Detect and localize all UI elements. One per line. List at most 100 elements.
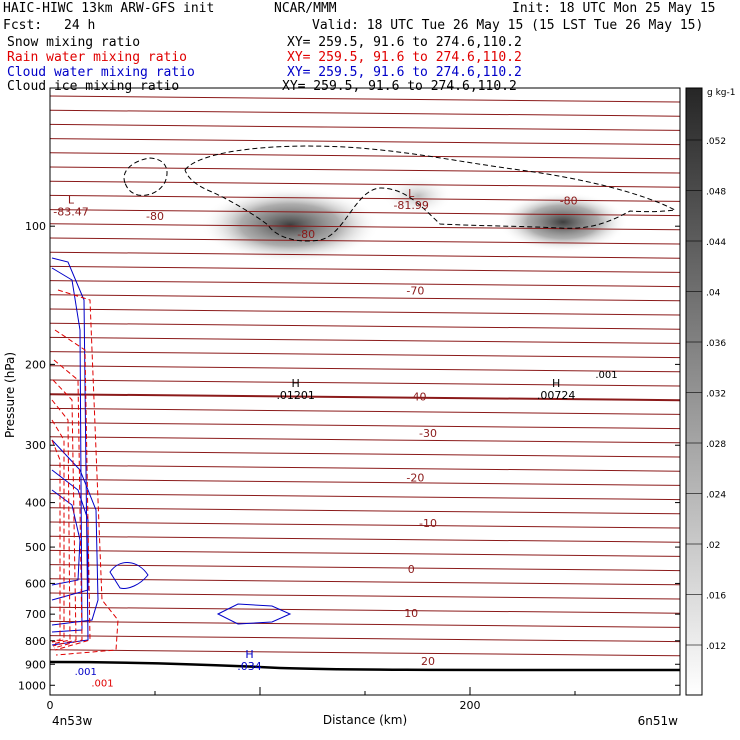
y-tick-label: 700 (25, 608, 46, 621)
isotherm-line (50, 564, 680, 572)
org-label: NCAR/MMM (274, 1, 337, 16)
field-label-snow: Snow mixing ratio (7, 35, 141, 50)
rain-water-contour (52, 379, 77, 647)
isotherm-line (50, 578, 680, 586)
snow-blob (498, 192, 628, 252)
isotherm-line (50, 549, 680, 557)
rain-water-contour (54, 329, 91, 651)
colorbar-tick-label: .036 (706, 339, 726, 349)
forecast-hour: 24 h (64, 18, 96, 33)
field-label-cloud-ice: Cloud ice mixing ratio (7, 79, 180, 94)
extremum-marker: L (68, 194, 75, 207)
colorbar-ticks: .052 .048 .044 .04 .036 .032 .028 .024 .02 .016 .0… (686, 137, 726, 652)
y-axis-label: Pressure (hPa) (3, 352, 17, 438)
colorbar-tick-label: .02 (706, 541, 720, 551)
x-axis-end-location: 6n51w (638, 714, 679, 728)
ground-line (49, 660, 681, 672)
contour-label: .001 (91, 678, 113, 689)
isotherm-label: -70 (406, 284, 424, 297)
colorbar-tick-label: .048 (706, 188, 726, 198)
cloud-water-contour (109, 562, 149, 589)
temperature-contours (50, 95, 680, 657)
isotherm-label: 10 (404, 607, 418, 620)
isotherm-line (50, 365, 680, 373)
x-axis-start-location: 4n53w (52, 714, 93, 728)
x-tick-label: 0 (47, 699, 54, 712)
isotherm-line (50, 635, 680, 643)
isotherm-line (50, 436, 680, 444)
y-tick-label: 800 (25, 635, 46, 648)
y-tick-label: 100 (25, 220, 46, 233)
isotherm-line (50, 336, 680, 344)
isotherm-line (50, 109, 680, 117)
cloud-water-contour (51, 469, 89, 601)
y-tick-label: 600 (25, 577, 46, 590)
annotations: -80-80-80-70-40-30-20-1001020L-83.47L-81… (53, 187, 617, 689)
isotherm-line (50, 351, 680, 359)
valid-time: Valid: 18 UTC Tue 26 May 15 (15 LST Tue … (312, 18, 704, 33)
model-title: HAIC-HIWC 13km ARW-GFS init (3, 1, 215, 16)
isotherm-line (50, 322, 680, 330)
cloud-water-contour (51, 267, 83, 633)
snow-shading (200, 176, 628, 263)
contour-label: .001 (595, 370, 617, 381)
isotherm-label: -80 (297, 228, 315, 241)
cloud-water-contour (51, 489, 81, 586)
plot-frame (49, 87, 681, 696)
isotherm-line (50, 265, 680, 273)
isotherm-label: -80 (560, 195, 578, 208)
x-axis-label: Distance (km) (323, 713, 407, 727)
extremum-marker: L (408, 187, 415, 200)
isotherm-label: -20 (406, 472, 424, 485)
isotherm-line (50, 251, 680, 259)
isotherm-line (50, 450, 680, 458)
field-xy-rain: XY= 259.5, 91.6 to 274.6,110.2 (287, 50, 522, 65)
y-tick-label: 200 (25, 358, 46, 371)
y-tick-label: 300 (25, 439, 46, 452)
extremum-value: .034 (237, 660, 262, 673)
isotherm-line (50, 308, 680, 316)
colorbar-tick-label: .032 (706, 390, 726, 400)
cloud-ice-contour (123, 157, 168, 196)
isotherm-line (50, 464, 680, 472)
init-time: Init: 18 UTC Mon 25 May 15 (512, 1, 716, 16)
isotherm-line (50, 422, 680, 430)
colorbar-tick-label: .04 (706, 289, 721, 299)
extremum-marker: H (292, 377, 300, 390)
isotherm-label: -80 (146, 210, 164, 223)
isotherm-line (50, 123, 680, 131)
rain-water-contours (51, 289, 119, 656)
extremum-value: .01201 (276, 389, 315, 402)
snow-blob (200, 187, 380, 263)
y-tick-label: 400 (25, 497, 46, 510)
field-label-rain: Rain water mixing ratio (7, 50, 188, 65)
snow-blob (383, 176, 453, 216)
x-tick-label: 200 (460, 699, 481, 712)
cloud-ice-contour (184, 145, 677, 242)
x-axis: 0 200 (47, 687, 681, 712)
isotherm-label: -10 (419, 517, 437, 530)
isotherm-line (50, 138, 680, 146)
colorbar-tick-label: .024 (706, 491, 726, 501)
isotherm-line (50, 95, 680, 103)
forecast-label: Fcst: (3, 18, 43, 33)
isotherm-line (50, 166, 680, 174)
isotherm-line (50, 521, 680, 529)
rain-water-contour (53, 359, 83, 649)
isotherm-line (50, 280, 680, 288)
extremum-value: .00724 (537, 389, 576, 402)
extremum-marker: H (552, 377, 560, 390)
isotherm-line (50, 393, 680, 402)
rain-water-contour (51, 399, 71, 645)
colorbar-tick-label: .044 (706, 238, 726, 248)
cloud-ice-contours (123, 145, 677, 242)
isotherm-line (50, 478, 680, 486)
colorbar (685, 87, 703, 696)
isotherm-line (50, 152, 680, 160)
isotherm-line (50, 606, 680, 614)
colorbar-tick-label: .016 (706, 592, 726, 602)
colorbar-unit: g kg-1 (707, 88, 735, 98)
rain-water-contour (51, 439, 61, 642)
